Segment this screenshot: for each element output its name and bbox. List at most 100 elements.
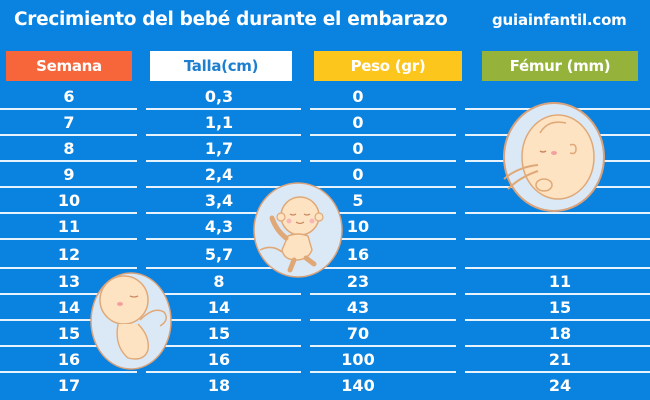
cell-peso: 140 bbox=[341, 376, 375, 395]
row-divider bbox=[0, 319, 137, 321]
cell-femur bbox=[480, 240, 640, 266]
cell-peso: 0 bbox=[352, 113, 364, 132]
row-divider bbox=[146, 267, 301, 269]
cell-talla: 0,3 bbox=[204, 87, 234, 106]
cell-talla: 14 bbox=[207, 298, 231, 317]
cell-femur: 15 bbox=[548, 298, 572, 317]
cell-femur: 18 bbox=[548, 324, 572, 343]
cell-talla: 4,3 bbox=[204, 217, 234, 236]
cell-talla: 18 bbox=[207, 376, 231, 395]
cell-talla: 2,4 bbox=[204, 165, 234, 184]
row-divider bbox=[310, 293, 456, 295]
row-divider bbox=[465, 319, 650, 321]
row-divider bbox=[0, 238, 137, 240]
row-divider bbox=[310, 212, 456, 214]
row-divider bbox=[310, 160, 456, 162]
row-divider bbox=[146, 160, 301, 162]
cell-semana: 16 bbox=[57, 350, 81, 369]
cell-peso: 10 bbox=[346, 217, 370, 236]
cell-semana: 9 bbox=[63, 165, 75, 184]
cell-semana: 14 bbox=[57, 298, 81, 317]
cell-semana: 12 bbox=[57, 245, 81, 264]
cell-talla: 15 bbox=[207, 324, 231, 343]
column-header-femur: Fémur (mm) bbox=[482, 51, 638, 81]
embryo-illustration bbox=[503, 102, 605, 212]
fetus-illustration-week-10 bbox=[253, 182, 343, 278]
column-header-peso: Peso (gr) bbox=[314, 51, 462, 81]
row-divider bbox=[310, 108, 456, 110]
row-divider bbox=[0, 293, 137, 295]
cell-talla: 16 bbox=[207, 350, 231, 369]
table-row: 13 8 23 11 bbox=[0, 269, 650, 295]
cell-peso: 16 bbox=[346, 245, 370, 264]
row-divider bbox=[465, 238, 650, 240]
cell-semana: 17 bbox=[57, 376, 81, 395]
cell-semana: 8 bbox=[63, 139, 75, 158]
row-divider bbox=[146, 319, 301, 321]
cell-talla: 3,4 bbox=[204, 191, 234, 210]
fetus-illustration-week-14 bbox=[90, 272, 172, 370]
growth-table: 6 0,3 0 7 1,1 0 8 1,7 0 9 2,4 0 10 3,4 5 11 4,3 10 1… bbox=[0, 84, 650, 399]
row-divider bbox=[146, 212, 301, 214]
table-row: 12 5,7 16 bbox=[0, 240, 650, 269]
row-divider bbox=[0, 345, 137, 347]
table-row: 16 16 100 21 bbox=[0, 347, 650, 373]
cell-peso: 23 bbox=[346, 272, 370, 291]
row-divider bbox=[310, 345, 456, 347]
cell-semana: 11 bbox=[57, 217, 81, 236]
cell-peso: 0 bbox=[352, 165, 364, 184]
table-row: 7 1,1 0 bbox=[0, 110, 650, 136]
cell-talla: 8 bbox=[213, 272, 225, 291]
cell-peso: 100 bbox=[341, 350, 375, 369]
row-divider bbox=[146, 293, 301, 295]
row-divider bbox=[146, 134, 301, 136]
column-header-talla: Talla(cm) bbox=[150, 51, 292, 81]
row-divider bbox=[0, 134, 137, 136]
row-divider bbox=[146, 108, 301, 110]
cell-semana: 13 bbox=[57, 272, 81, 291]
cell-peso: 43 bbox=[346, 298, 370, 317]
row-divider bbox=[0, 371, 137, 373]
cell-semana: 15 bbox=[57, 324, 81, 343]
row-divider bbox=[0, 160, 137, 162]
table-row: 10 3,4 5 bbox=[0, 188, 650, 214]
row-divider bbox=[310, 319, 456, 321]
row-divider bbox=[146, 345, 301, 347]
cell-femur bbox=[480, 214, 640, 240]
cell-femur: 24 bbox=[548, 376, 572, 395]
site-logo: guiainfantil.com bbox=[492, 11, 627, 29]
row-divider bbox=[310, 134, 456, 136]
row-divider bbox=[465, 212, 650, 214]
row-divider bbox=[310, 371, 456, 373]
row-divider bbox=[146, 186, 301, 188]
cell-peso: 0 bbox=[352, 87, 364, 106]
row-divider bbox=[310, 186, 456, 188]
cell-femur: 21 bbox=[548, 350, 572, 369]
cell-semana: 6 bbox=[63, 87, 75, 106]
table-row: 11 4,3 10 bbox=[0, 214, 650, 240]
row-divider bbox=[0, 212, 137, 214]
cell-semana: 7 bbox=[63, 113, 75, 132]
table-row: 15 15 70 18 bbox=[0, 321, 650, 347]
cell-talla: 1,7 bbox=[204, 139, 234, 158]
row-divider bbox=[310, 267, 456, 269]
row-divider bbox=[146, 238, 301, 240]
row-divider bbox=[0, 108, 137, 110]
column-header-semana: Semana bbox=[6, 51, 132, 81]
table-row: 14 14 43 15 bbox=[0, 295, 650, 321]
row-divider bbox=[465, 345, 650, 347]
row-divider bbox=[310, 238, 456, 240]
row-divider bbox=[146, 371, 301, 373]
row-divider bbox=[465, 293, 650, 295]
cell-semana: 10 bbox=[57, 191, 81, 210]
cell-peso: 70 bbox=[346, 324, 370, 343]
cell-peso: 0 bbox=[352, 139, 364, 158]
row-divider bbox=[0, 267, 137, 269]
table-row: 17 18 140 24 bbox=[0, 373, 650, 399]
cell-femur: 11 bbox=[548, 272, 572, 291]
row-divider bbox=[0, 186, 137, 188]
row-divider bbox=[465, 371, 650, 373]
row-divider bbox=[465, 267, 650, 269]
page-title: Crecimiento del bebé durante el embarazo bbox=[14, 9, 448, 30]
cell-talla: 1,1 bbox=[204, 113, 234, 132]
